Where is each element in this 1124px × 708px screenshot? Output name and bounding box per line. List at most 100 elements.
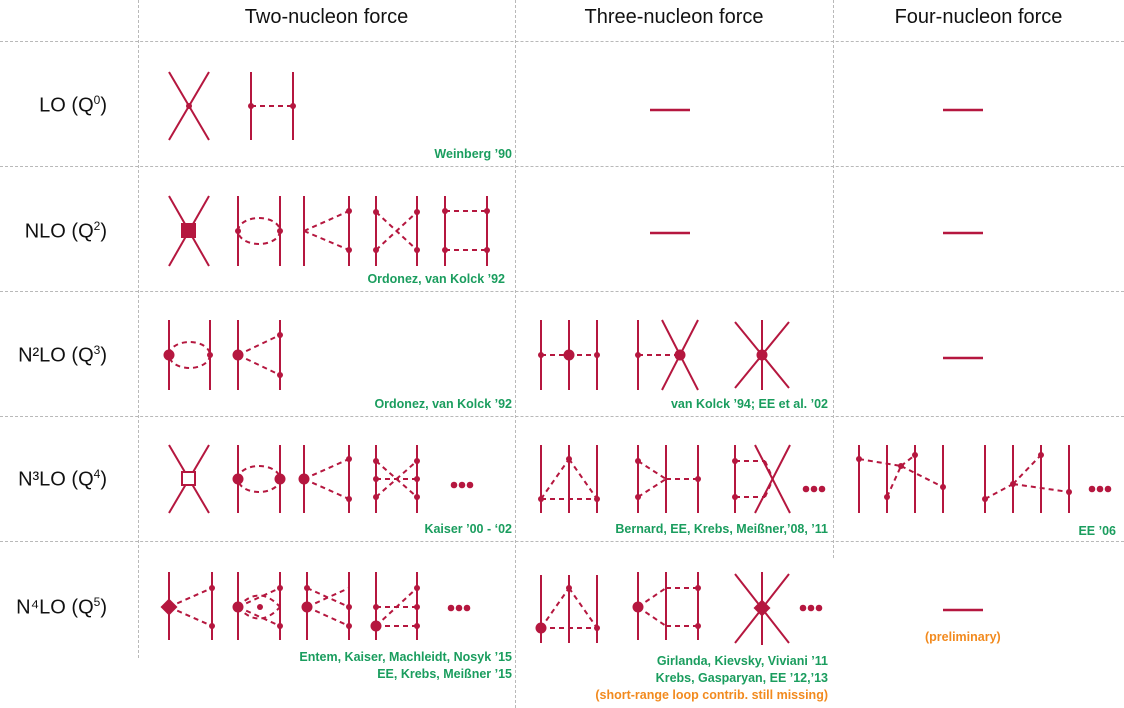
- vertex-dot: [346, 208, 352, 214]
- vertex-dot-large: [274, 473, 286, 485]
- vertex-dot-large: [301, 601, 313, 613]
- vertex-dot-large: [535, 622, 547, 634]
- vertex-dot: [1010, 481, 1016, 487]
- vertex-dot: [304, 585, 310, 591]
- vertex-dot: [373, 604, 379, 610]
- diagram-triangle-n2lo: [237, 320, 281, 390]
- grid-line: [833, 0, 834, 558]
- row-label-n4lo: N⁴LO (Q5): [16, 595, 107, 619]
- vertex-dot-large: [163, 349, 175, 361]
- vertex-dot: [207, 352, 213, 358]
- vertex-dot: [940, 484, 946, 490]
- header-four-nucleon: Four-nucleon force: [894, 6, 1063, 28]
- citation-n4lo-three-1: Girlanda, Kievsky, Viviani ’11: [656, 654, 828, 668]
- vertex-dot: [538, 496, 544, 502]
- vertex-dot: [373, 247, 379, 253]
- vertex-dot: [209, 623, 215, 629]
- diagram-bubble-n3lo: [237, 445, 281, 513]
- vertex-dot: [414, 476, 420, 482]
- vertex-dot: [346, 496, 352, 502]
- vertex-diamond: [160, 598, 178, 616]
- vertex-dot: [290, 103, 296, 109]
- grid-line: [0, 541, 1124, 542]
- vertex-dot: [235, 228, 241, 234]
- citation-n3lo-three: Bernard, EE, Krebs, Meißner,’08, ’11: [615, 522, 828, 536]
- vertex-dot: [912, 452, 918, 458]
- vertex-dot: [695, 476, 701, 482]
- diagram-one-pion-exchange: [250, 72, 294, 140]
- vertex-dot: [346, 623, 352, 629]
- vertex-dot-large: [674, 349, 686, 361]
- grid-line: [515, 0, 516, 708]
- vertex-dot-large: [298, 473, 310, 485]
- vertex-dot-large: [232, 349, 244, 361]
- vertex-dot: [277, 228, 283, 234]
- vertex-dot: [1038, 452, 1044, 458]
- diagram-box-n4lo: [375, 572, 418, 640]
- vertex-dot: [898, 463, 904, 469]
- vertex-dot: [257, 604, 263, 610]
- ellipsis-dots: [799, 604, 823, 612]
- vertex-dot: [414, 604, 420, 610]
- vertex-dot: [373, 458, 379, 464]
- vertex-dot: [414, 585, 420, 591]
- vertex-dot: [414, 209, 420, 215]
- grid-line: [0, 166, 1124, 167]
- order-name: N²LO: [18, 344, 66, 367]
- citation-n3lo-two: Kaiser ’00 - ‘02: [424, 522, 512, 536]
- row-label-n3lo: N³LO (Q4): [18, 467, 107, 491]
- vertex-dot: [1066, 489, 1072, 495]
- diagram-triangle-n3lo: [303, 445, 350, 513]
- vertex-dot: [442, 247, 448, 253]
- ellipsis-dots: [802, 485, 826, 493]
- vertex-dot: [566, 585, 572, 591]
- grid-line: [0, 41, 1124, 42]
- vertex-dot-large: [370, 620, 382, 632]
- header-three-nucleon: Three-nucleon force: [584, 6, 764, 28]
- vertex-square: [181, 223, 196, 238]
- vertex-dot: [373, 209, 379, 215]
- vertex-dot: [594, 352, 600, 358]
- vertex-dot: [594, 496, 600, 502]
- diagram-four-nucleon-2: [984, 445, 1070, 513]
- vertex-dot: [346, 604, 352, 610]
- diagram-crossed-box: [375, 196, 418, 266]
- vertex-dot: [277, 372, 283, 378]
- vertex-dot: [277, 623, 283, 629]
- vertex-dot-large: [632, 601, 644, 613]
- citation-lo-two: Weinberg ’90: [434, 147, 512, 161]
- diagram-pion-contact-3nf: [734, 444, 791, 514]
- citation-n4lo-four: (preliminary): [925, 630, 1001, 644]
- vertex-dot: [695, 623, 701, 629]
- diagram-box: [444, 196, 488, 266]
- citation-n4lo-three-3: (short-range loop contrib. still missing…: [595, 688, 828, 702]
- vertex-dot: [373, 494, 379, 500]
- vertex-dot: [414, 494, 420, 500]
- diagram-two-pion-3nf-n4lo: [637, 572, 699, 640]
- ellipsis-dots: [1088, 485, 1112, 493]
- power: 4: [93, 467, 101, 481]
- row-label-lo: LO (Q0): [39, 93, 107, 117]
- grid-line: [138, 0, 139, 658]
- row-label-n2lo: N²LO (Q3): [18, 343, 107, 367]
- vertex-dot: [414, 247, 420, 253]
- citation-nlo-two: Ordonez, van Kolck ’92: [367, 272, 505, 286]
- vertex-dot: [209, 585, 215, 591]
- vertex-dot: [346, 456, 352, 462]
- citation-n4lo-two-1: Entem, Kaiser, Machleidt, Nosyk ’15: [299, 650, 512, 664]
- vertex-dot: [186, 103, 192, 109]
- vertex-dot: [484, 247, 490, 253]
- vertex-dot-large: [232, 601, 244, 613]
- vertex-dot: [538, 352, 544, 358]
- vertex-dot: [566, 456, 572, 462]
- vertex-dot: [856, 456, 862, 462]
- citation-n4lo-three-2: Krebs, Gasparyan, EE ’12,’13: [655, 671, 828, 685]
- vertex-dot-large: [756, 349, 768, 361]
- vertex-diamond: [753, 599, 771, 617]
- order-name: N³LO: [18, 468, 66, 491]
- vertex-square-open: [181, 471, 196, 486]
- citation-n3lo-four: EE ’06: [1078, 524, 1116, 538]
- vertex-dot: [594, 625, 600, 631]
